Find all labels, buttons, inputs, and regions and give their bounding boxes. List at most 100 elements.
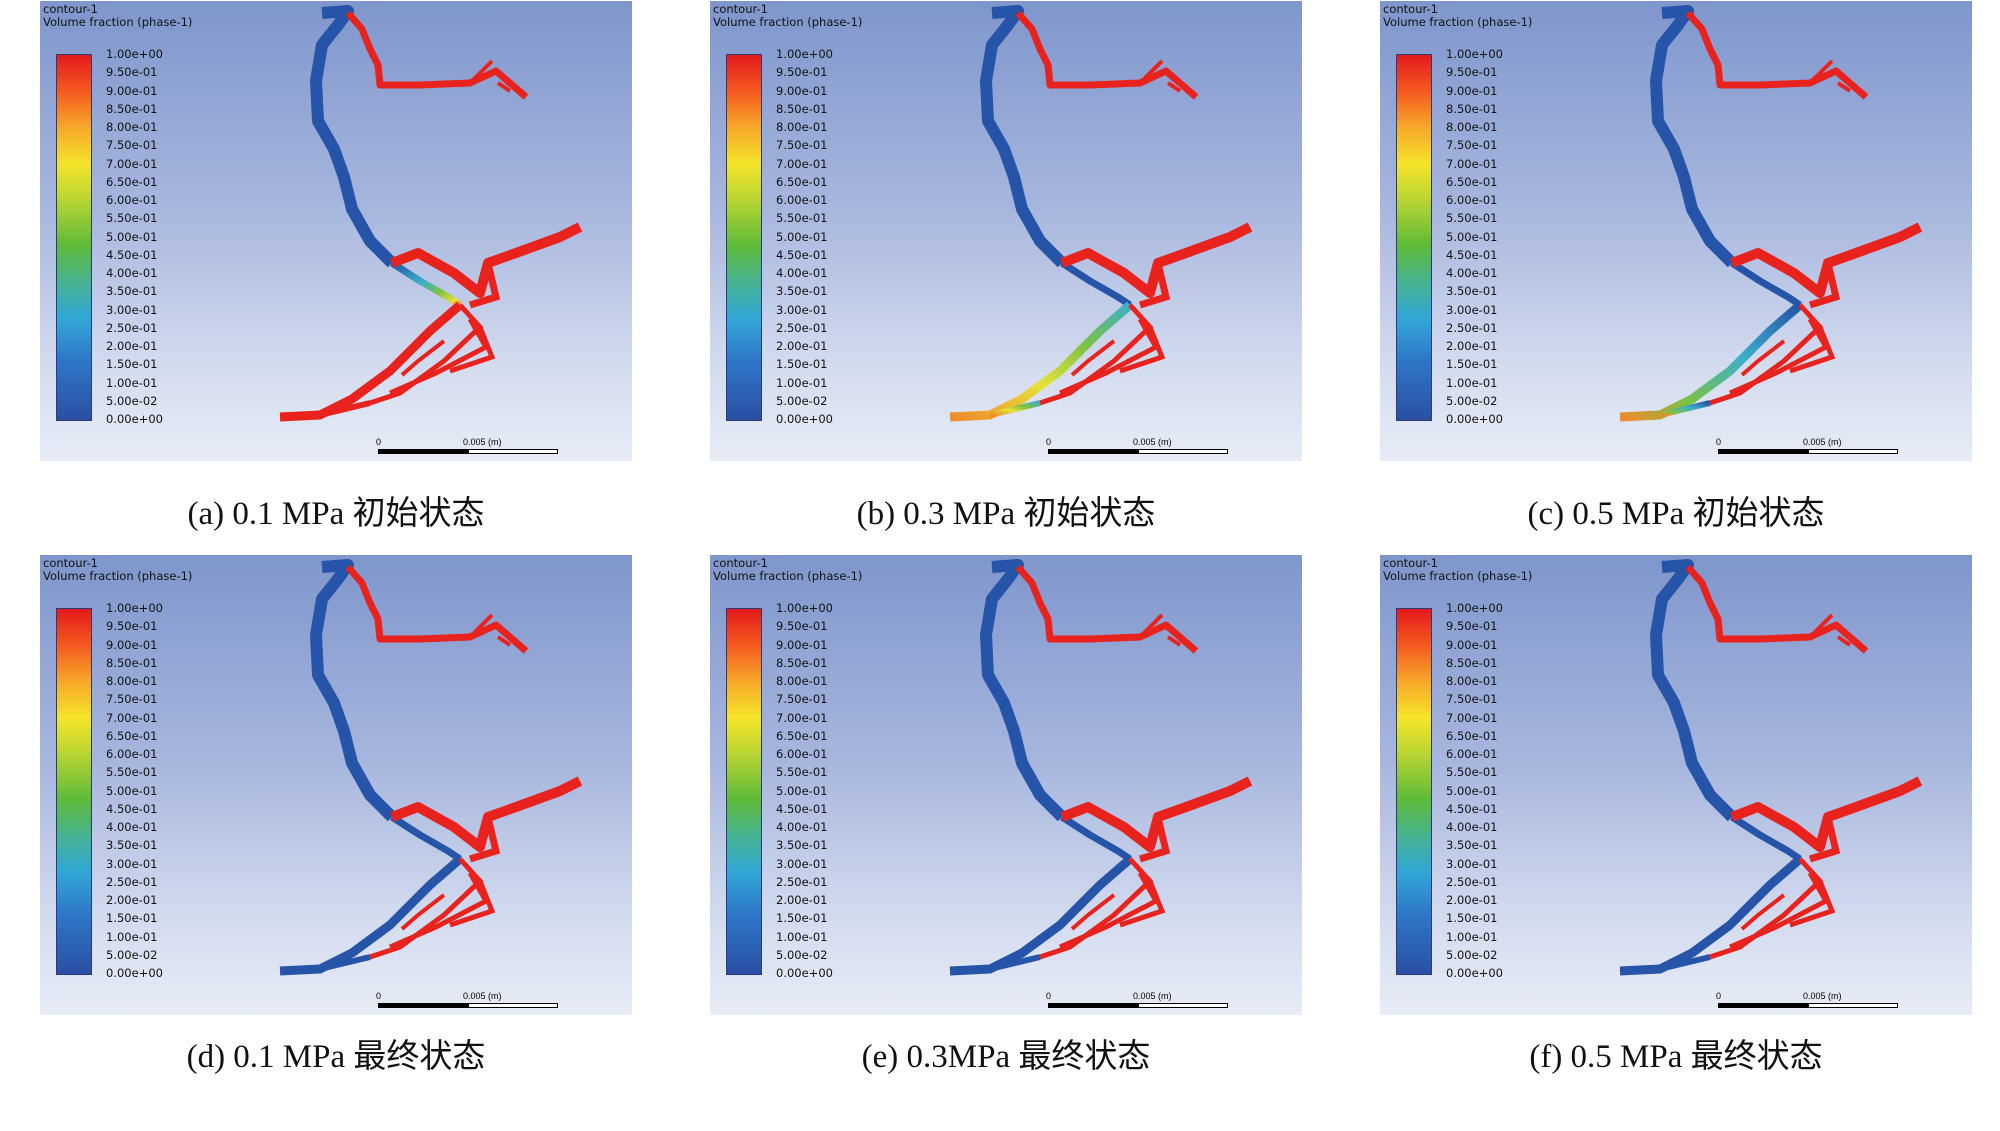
panel-caption-d: (d) 0.1 MPa 最终状态 (186, 1039, 486, 1075)
red-right-branch (1730, 776, 1923, 852)
colorbar-tick-label: 2.00e-01 (776, 339, 828, 353)
colorbar-tick-label: 8.50e-01 (1446, 655, 1498, 670)
colorbar-tick-label: 6.00e-01 (1446, 747, 1498, 761)
colorbar-tick-label: 5.00e-02 (776, 947, 828, 962)
mid-channel (1060, 260, 1132, 308)
colorbar-tick-label: 2.00e-01 (776, 893, 828, 907)
contour-name: contour-1 (713, 556, 768, 570)
colorbar-tick-label: 6.00e-01 (106, 747, 158, 761)
contour-name: contour-1 (1383, 556, 1438, 570)
colorbar-tick-label: 8.50e-01 (106, 101, 158, 116)
colorbar-tick-label: 3.00e-01 (106, 302, 158, 317)
colorbar-tick-label: 7.50e-01 (1446, 138, 1498, 153)
colorbar-tick-label: 5.00e-01 (106, 783, 158, 798)
scale-zero-label: 0 (376, 991, 382, 1001)
blue-main-channel (1650, 559, 1737, 822)
scale-max-label: 0.005 (m) (1133, 991, 1172, 1001)
colorbar-tick-label: 2.00e-01 (1446, 893, 1498, 907)
colorbar-tick-label: 9.00e-01 (1446, 83, 1498, 98)
scale-max-label: 0.005 (m) (1803, 991, 1842, 1001)
colorbar-tick-label: 1.00e+00 (776, 47, 833, 61)
colorbar-tick-label: 0.00e+00 (776, 412, 833, 426)
channel-geometry (279, 559, 583, 976)
colorbar-tick-label: 8.50e-01 (106, 655, 158, 670)
colorbar-tick-label: 8.50e-01 (1446, 101, 1498, 116)
mid-channel (1730, 260, 1802, 308)
scale-bar: 0 0.005 (m) (376, 991, 558, 1013)
mid-channel (390, 260, 462, 308)
colorbar-tick-label: 3.50e-01 (1446, 838, 1498, 853)
colorbar-tick-label: 6.00e-01 (106, 193, 158, 207)
red-right-branch (390, 776, 583, 852)
mid-channel (1060, 814, 1132, 862)
scale-zero-label: 0 (1046, 437, 1052, 447)
colorbar-tick-label: 1.50e-01 (106, 911, 158, 926)
red-top-branch (1685, 10, 1869, 100)
panel-header: contour-1 Volume fraction (phase-1) (713, 557, 862, 583)
panel-header: contour-1 Volume fraction (phase-1) (43, 557, 192, 583)
colorbar (56, 608, 92, 975)
colorbar-tick-label: 0.00e+00 (776, 966, 833, 980)
colorbar-tick-label: 5.00e-02 (106, 947, 158, 962)
colorbar-tick-label: 6.00e-01 (1446, 193, 1498, 207)
colorbar-tick-label: 9.00e-01 (776, 637, 828, 652)
colorbar-tick-label: 2.50e-01 (1446, 320, 1498, 335)
colorbar-ticks: 1.00e+00 9.50e-01 9.00e-01 8.50e-01 8.00e-01… (776, 601, 896, 980)
colorbar-tick-label: 5.50e-01 (776, 211, 828, 226)
blue-main-channel (310, 559, 397, 822)
channel-geometry (1619, 559, 1923, 976)
red-top-branch (1685, 564, 1869, 654)
variable-name: Volume fraction (phase-1) (43, 569, 193, 583)
scale-zero-label: 0 (376, 437, 382, 447)
colorbar-tick-label: 2.50e-01 (776, 874, 828, 889)
colorbar-tick-label: 1.50e-01 (776, 357, 828, 372)
blue-main-channel (1650, 5, 1737, 268)
colorbar-tick-label: 3.00e-01 (1446, 856, 1498, 871)
colorbar-tick-label: 3.50e-01 (776, 284, 828, 299)
colorbar-tick-label: 9.50e-01 (1446, 65, 1498, 80)
colorbar-tick-label: 6.50e-01 (106, 728, 158, 743)
colorbar-tick-label: 5.00e-02 (106, 393, 158, 408)
colorbar-tick-label: 3.50e-01 (106, 838, 158, 853)
blue-main-channel (980, 5, 1067, 268)
panel-header: contour-1 Volume fraction (phase-1) (43, 3, 192, 29)
colorbar-tick-label: 5.00e-02 (776, 393, 828, 408)
colorbar-tick-label: 1.00e-01 (1446, 375, 1498, 390)
red-right-branch (1060, 776, 1253, 852)
colorbar-tick-label: 7.00e-01 (776, 156, 828, 171)
colorbar-tick-label: 9.00e-01 (1446, 637, 1498, 652)
colorbar-tick-label: 2.50e-01 (1446, 874, 1498, 889)
colorbar-tick-label: 1.00e-01 (776, 929, 828, 944)
colorbar-tick-label: 4.50e-01 (776, 801, 828, 816)
colorbar-tick-label: 5.00e-01 (106, 229, 158, 244)
colorbar-tick-label: 7.50e-01 (106, 692, 158, 707)
colorbar-tick-label: 9.50e-01 (106, 65, 158, 80)
colorbar-tick-label: 3.50e-01 (1446, 284, 1498, 299)
red-top-branch (1015, 10, 1199, 100)
scale-bar: 0 0.005 (m) (1046, 991, 1228, 1013)
colorbar-tick-label: 4.00e-01 (776, 820, 828, 834)
colorbar-tick-label: 5.00e-01 (776, 229, 828, 244)
colorbar-tick-label: 7.00e-01 (1446, 156, 1498, 171)
colorbar-tick-label: 5.00e-02 (1446, 393, 1498, 408)
colorbar (1396, 608, 1432, 975)
colorbar (1396, 54, 1432, 421)
colorbar-tick-label: 5.50e-01 (1446, 765, 1498, 780)
colorbar-tick-label: 6.00e-01 (776, 193, 828, 207)
panel-caption-e: (e) 0.3MPa 最终状态 (861, 1039, 1151, 1075)
panel-caption-f: (f) 0.5 MPa 最终状态 (1529, 1039, 1823, 1075)
blue-main-channel (310, 5, 397, 268)
colorbar-tick-label: 6.00e-01 (776, 747, 828, 761)
red-top-branch (345, 10, 529, 100)
colorbar-tick-label: 9.00e-01 (106, 637, 158, 652)
colorbar-tick-label: 2.50e-01 (106, 320, 158, 335)
red-top-branch (345, 564, 529, 654)
colorbar-ticks: 1.00e+00 9.50e-01 9.00e-01 8.50e-01 8.00e-01… (1446, 47, 1566, 426)
colorbar-ticks: 1.00e+00 9.50e-01 9.00e-01 8.50e-01 8.00e-01… (1446, 601, 1566, 980)
channel-geometry (1619, 5, 1923, 422)
panel-caption-a: (a) 0.1 MPa 初始状态 (187, 496, 485, 532)
scale-bar: 0 0.005 (m) (1716, 437, 1898, 459)
scale-max-label: 0.005 (m) (463, 991, 502, 1001)
colorbar-tick-label: 6.50e-01 (1446, 728, 1498, 743)
colorbar-tick-label: 5.50e-01 (776, 765, 828, 780)
